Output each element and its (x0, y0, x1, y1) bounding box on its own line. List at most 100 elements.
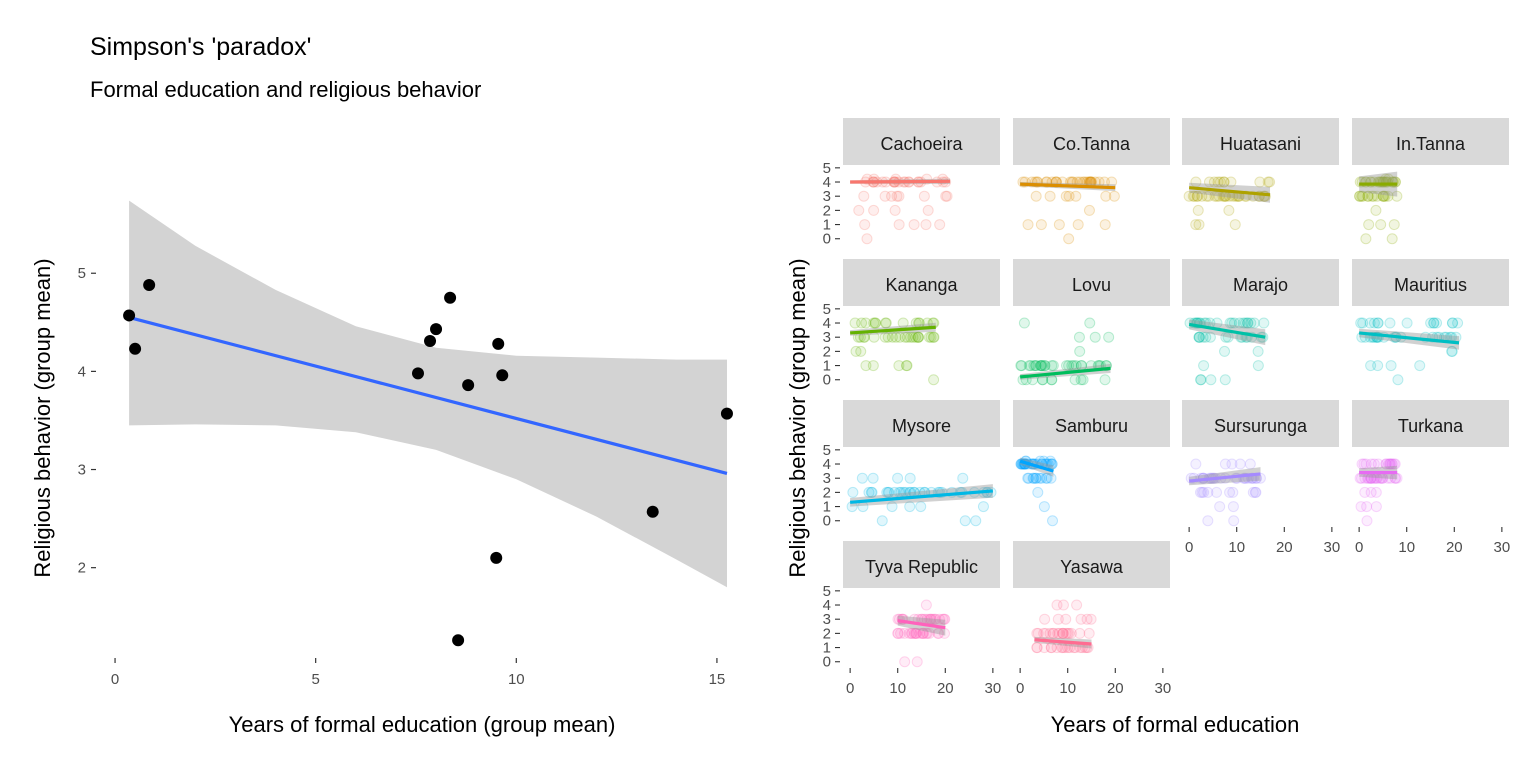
facet-point (1046, 458, 1058, 470)
facet-point (1247, 486, 1259, 498)
facet-point (1030, 360, 1042, 372)
facet-point (1226, 317, 1238, 329)
data-point (143, 279, 156, 292)
y-tick-label: 3 (823, 470, 831, 487)
facet-point (1414, 360, 1426, 372)
facet-point (1219, 345, 1231, 357)
data-point (444, 291, 457, 304)
facet-point (1038, 642, 1050, 654)
facet-point (1370, 486, 1382, 498)
facet-point (925, 331, 937, 343)
y-tick-label: 1 (823, 640, 831, 657)
facet-point (1063, 233, 1075, 245)
facet-point (959, 515, 971, 527)
facet-point (921, 627, 933, 639)
facet-strip (1013, 259, 1170, 306)
facet-point (1191, 190, 1203, 202)
facet-point (1389, 458, 1401, 470)
facet-point (1187, 190, 1199, 202)
facet-point (1208, 176, 1220, 188)
facet-point (893, 190, 905, 202)
facet-point (1384, 458, 1396, 470)
facet-point (1375, 219, 1387, 231)
facet-point (882, 331, 894, 343)
facet-point (1047, 515, 1059, 527)
facet-point (1035, 219, 1047, 231)
facet-point (1189, 190, 1201, 202)
facet-point (928, 331, 940, 343)
y-tick-label: 0 (823, 372, 831, 389)
facet-label: Cachoeira (880, 134, 963, 154)
data-point (462, 379, 475, 392)
facet-point (1053, 219, 1065, 231)
x-tick-label: 10 (889, 680, 906, 697)
y-tick-label: 4 (823, 315, 831, 332)
facet-point (1028, 472, 1040, 484)
facet-point (1446, 345, 1458, 357)
facet-label: In.Tanna (1396, 134, 1466, 154)
facet-point (1056, 627, 1068, 639)
facet-point (1355, 317, 1367, 329)
facet-fit-line (1188, 186, 1271, 197)
data-point (411, 367, 424, 380)
facet-point (1190, 219, 1202, 231)
data-points (123, 279, 733, 647)
facet-point (1356, 190, 1368, 202)
facet-strip (1182, 259, 1339, 306)
facet-point (1386, 458, 1398, 470)
facet-point (1044, 627, 1056, 639)
facet-point (1446, 317, 1458, 329)
facet-point (1383, 458, 1395, 470)
y-tick-label: 4 (823, 597, 831, 614)
y-tick-label: 4 (78, 363, 86, 380)
facet-point (1239, 317, 1251, 329)
y-tick-label: 2 (823, 484, 831, 501)
facet-point (1198, 486, 1210, 498)
facet-point (1252, 360, 1264, 372)
facet-fit-line (1034, 638, 1092, 646)
facet-point (1035, 360, 1047, 372)
facet-point (911, 656, 923, 668)
facet-point (1041, 472, 1053, 484)
data-point (646, 505, 659, 518)
facet-point (1366, 190, 1378, 202)
facet-label: Huatasani (1220, 134, 1301, 154)
facet-point (940, 190, 952, 202)
y-tick-label: 2 (823, 625, 831, 642)
y-tick-label: 1 (823, 499, 831, 516)
facet-point (1047, 360, 1059, 372)
facet-point (1038, 455, 1050, 467)
facet-point (1028, 360, 1040, 372)
facet-point (1034, 472, 1046, 484)
facet-point (1074, 627, 1086, 639)
data-point (496, 369, 509, 382)
facet-point (918, 190, 930, 202)
facet-point (1030, 360, 1042, 372)
facet-point (1219, 458, 1231, 470)
facet-point (1391, 190, 1403, 202)
x-tick-label: 30 (1155, 680, 1172, 697)
facet-point (1244, 458, 1256, 470)
facet-point (1365, 486, 1377, 498)
facet-point (1018, 317, 1030, 329)
facet-point (1358, 458, 1370, 470)
facet-point (1072, 219, 1084, 231)
facet-point (906, 627, 918, 639)
facet-point (1016, 360, 1028, 372)
facet-point (1385, 458, 1397, 470)
facet-point (1254, 176, 1266, 188)
facet-point (1234, 458, 1246, 470)
facet-point (1052, 613, 1064, 625)
facet-point (1237, 317, 1249, 329)
facet-point (1386, 233, 1398, 245)
facet-point (1219, 374, 1231, 386)
facet-point (932, 627, 944, 639)
x-tick-label: 30 (1494, 539, 1511, 556)
facet-label: Turkana (1398, 416, 1464, 436)
facet-point (892, 472, 904, 484)
facet-point (1372, 317, 1384, 329)
facet-point (1385, 360, 1397, 372)
facet-point (933, 627, 945, 639)
